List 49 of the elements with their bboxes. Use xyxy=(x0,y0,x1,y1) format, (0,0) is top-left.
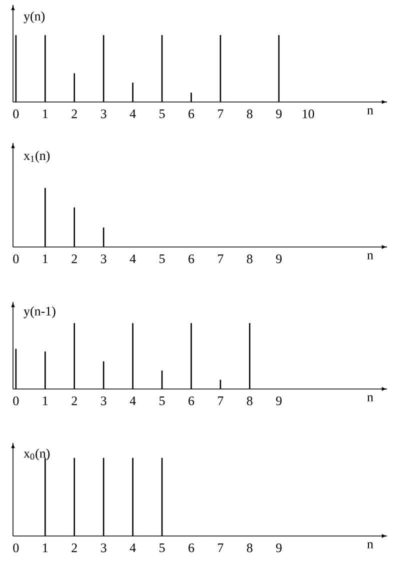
x-tick-label: 8 xyxy=(246,110,252,118)
x-tick-label: 6 xyxy=(188,110,194,118)
x-tick-label: 9 xyxy=(276,254,282,264)
x-axis-title: n xyxy=(367,253,374,260)
x-tick-label: 3 xyxy=(100,544,106,552)
x-tick-label: 3 xyxy=(100,254,106,264)
x-tick-label: 4 xyxy=(130,396,136,406)
x-tick-label: 2 xyxy=(72,254,77,264)
x-tick-label: 3 xyxy=(100,396,106,406)
y-axis-title: x$_{1}$(n) xyxy=(24,150,50,163)
x-tick-label: 8 xyxy=(246,396,252,406)
x-tick-label: 5 xyxy=(160,396,165,406)
x-tick-label: 1 xyxy=(43,396,48,406)
x-tick-label: 2 xyxy=(72,544,77,552)
x-tick-label: 6 xyxy=(188,544,194,552)
x-tick-label: 3 xyxy=(100,110,106,118)
x-tick-label: 8 xyxy=(246,544,252,552)
x-tick-label: 0 xyxy=(13,110,19,118)
x-axis-title: n xyxy=(367,108,374,114)
x-tick-label: 7 xyxy=(218,110,224,118)
x-tick-label: 9 xyxy=(276,544,282,552)
x-tick-label: 7 xyxy=(218,396,224,405)
x-tick-label: 4 xyxy=(130,110,136,118)
y-axis-title: y(n) xyxy=(24,11,45,24)
y-axis-title: y(n-1) xyxy=(24,306,56,318)
x-tick-label: 7 xyxy=(218,254,224,263)
x-axis-title: n xyxy=(367,542,374,548)
y-axis-title: x$_{0}$(n) xyxy=(24,448,50,460)
x-tick-label: 8 xyxy=(246,254,252,264)
x-tick-label: 6 xyxy=(188,254,194,264)
x-tick-label: 6 xyxy=(188,396,194,406)
x-tick-label: 1 xyxy=(43,254,48,264)
x-tick-label: 0 xyxy=(13,544,19,552)
x-tick-label: 5 xyxy=(160,254,165,264)
x-tick-label: 2 xyxy=(72,110,77,118)
x-tick-label: 9 xyxy=(276,396,282,406)
x-tick-label: 9 xyxy=(276,110,282,118)
x-tick-label: 0 xyxy=(13,396,19,406)
x-tick-label: 1 xyxy=(43,544,48,552)
x-axis-title: n xyxy=(367,395,374,402)
x-tick-label: 0 xyxy=(13,254,19,264)
x-tick-label: 1 xyxy=(43,110,48,118)
x-tick-label: 7 xyxy=(218,544,224,552)
x-tick-label: 10 xyxy=(302,110,314,118)
x-tick-label: 2 xyxy=(72,396,77,406)
x-tick-label: 5 xyxy=(160,544,165,552)
x-tick-label: 4 xyxy=(130,544,136,552)
x-tick-label: 5 xyxy=(160,110,165,118)
x-tick-label: 4 xyxy=(130,254,136,264)
